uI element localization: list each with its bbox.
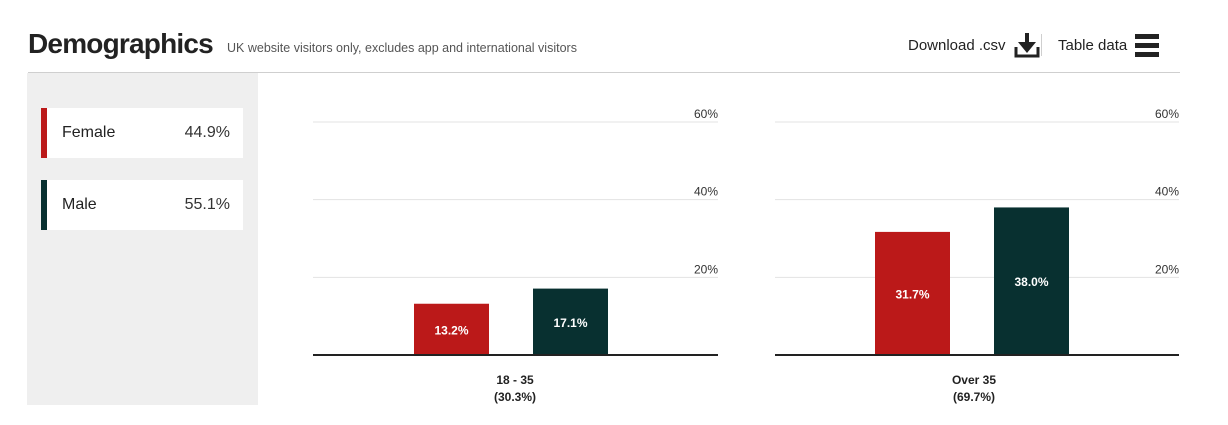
- legend-panel: Female 44.9% Male 55.1%: [27, 73, 258, 405]
- legend-item-male[interactable]: Male 55.1%: [41, 180, 243, 230]
- legend-label: Male: [62, 196, 97, 213]
- category-share-label: (69.7%): [953, 390, 995, 404]
- chart-header: Demographics UK website visitors only, e…: [28, 26, 1180, 73]
- y-tick-label: 20%: [694, 262, 718, 276]
- legend-swatch-male: [41, 180, 47, 230]
- page-subtitle: UK website visitors only, excludes app a…: [227, 41, 577, 55]
- bar-female: [875, 231, 950, 355]
- bar-female: [414, 303, 489, 355]
- category-label: 18 - 35: [496, 373, 534, 387]
- legend-value: 55.1%: [184, 196, 230, 213]
- legend-value: 44.9%: [184, 124, 230, 141]
- y-tick-label: 60%: [694, 107, 718, 121]
- download-csv-label: Download .csv: [908, 36, 1006, 54]
- bar-value-label: 17.1%: [553, 316, 587, 330]
- table-data-button[interactable]: Table data: [1058, 30, 1160, 60]
- legend-swatch-female: [41, 108, 47, 158]
- category-share-label: (30.3%): [494, 390, 536, 404]
- bar-value-label: 38.0%: [1014, 275, 1048, 289]
- download-csv-button[interactable]: Download .csv: [908, 30, 1040, 60]
- menu-icon: [1135, 34, 1160, 57]
- page-title: Demographics: [28, 28, 214, 59]
- download-icon: [1014, 33, 1040, 58]
- category-label: Over 35: [952, 373, 996, 387]
- y-tick-label: 20%: [1155, 262, 1179, 276]
- y-tick-label: 60%: [1155, 107, 1179, 121]
- table-data-label: Table data: [1058, 36, 1128, 54]
- legend-item-female[interactable]: Female 44.9%: [41, 108, 243, 158]
- bar-value-label: 13.2%: [434, 323, 468, 337]
- header-separator: [1041, 34, 1042, 56]
- bar-value-label: 31.7%: [895, 287, 929, 301]
- bar-male: [994, 207, 1069, 355]
- y-tick-label: 40%: [1155, 185, 1179, 199]
- legend-label: Female: [62, 124, 116, 141]
- y-tick-label: 40%: [694, 185, 718, 199]
- bar-male: [533, 288, 608, 355]
